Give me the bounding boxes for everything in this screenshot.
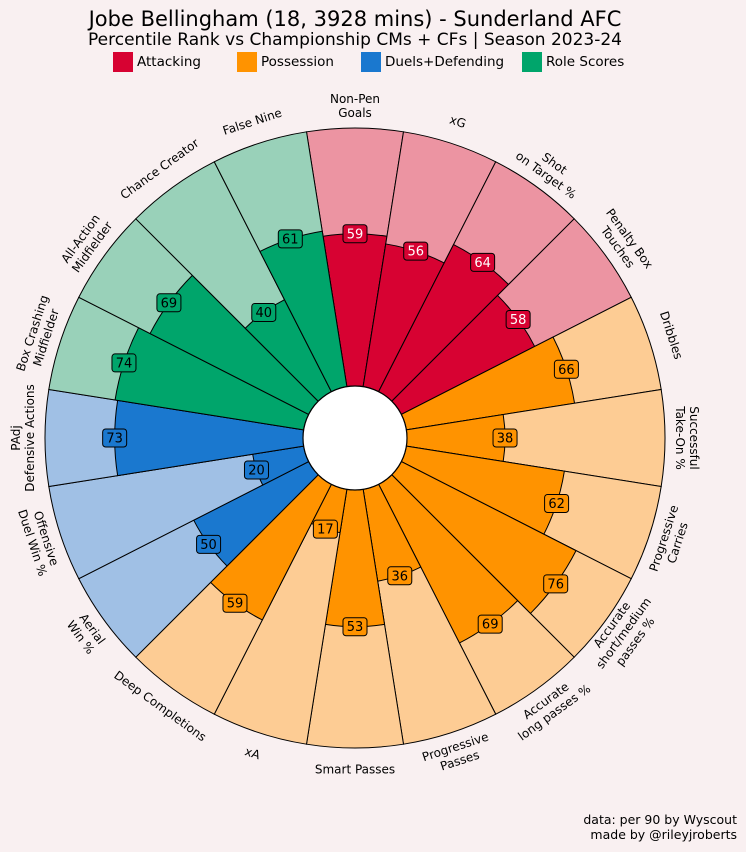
value-box: [342, 224, 368, 244]
value-box: [553, 359, 579, 379]
value-label: 73: [106, 432, 123, 447]
value-label: 40: [256, 306, 273, 321]
value-label: 59: [347, 227, 364, 242]
value-box: [403, 241, 429, 261]
chart-title: Jobe Bellingham (18, 3928 mins) - Sunder…: [87, 7, 622, 31]
value-box: [387, 566, 413, 586]
legend-swatch: [361, 52, 381, 72]
value-label: 56: [407, 245, 424, 260]
value-box: [470, 252, 496, 272]
legend-label: Role Scores: [546, 54, 624, 70]
value-box: [111, 353, 137, 373]
value-box: [312, 519, 338, 539]
value-label: 38: [497, 432, 514, 447]
value-box: [243, 460, 269, 480]
legend-swatch: [237, 52, 257, 72]
category-label: Non-Pen Goals: [330, 91, 380, 119]
value-label: 62: [548, 497, 565, 512]
legend-label: Possession: [261, 54, 334, 70]
value-label: 69: [482, 618, 499, 633]
value-label: 61: [282, 232, 299, 247]
value-box: [505, 309, 531, 329]
value-label: 36: [391, 569, 408, 584]
value-label: 76: [547, 577, 564, 592]
category-label: xG: [448, 113, 468, 131]
legend-label: Duels+Defending: [385, 54, 504, 70]
legend-swatch: [522, 52, 542, 72]
value-box: [102, 428, 128, 448]
value-label: 20: [248, 464, 265, 479]
value-box: [492, 428, 518, 448]
legend-swatch: [113, 52, 133, 72]
category-label: False Nine: [221, 106, 284, 138]
value-box: [196, 534, 222, 554]
category-label: SuccessfulTake-On %: [673, 405, 701, 470]
value-label: 74: [116, 356, 133, 371]
category-label: Smart Passes: [315, 763, 395, 777]
category-label: PAdjDefensive Actions: [8, 384, 36, 492]
value-label: 69: [161, 296, 178, 311]
value-box: [477, 614, 503, 634]
value-box: [543, 574, 569, 594]
value-label: 59: [227, 597, 244, 612]
value-label: 66: [558, 363, 575, 378]
category-label: xA: [243, 744, 263, 762]
center-hole: [302, 385, 408, 491]
value-label: 64: [474, 256, 491, 271]
value-box: [342, 617, 368, 637]
footer: data: per 90 by Wyscout made by @rileyjro…: [583, 812, 737, 842]
legend-label: Attacking: [137, 54, 201, 70]
value-box: [544, 493, 570, 513]
value-box: [277, 229, 303, 249]
value-label: 17: [317, 523, 334, 538]
value-box: [156, 293, 182, 313]
value-box: [251, 302, 277, 322]
category-label: Dribbles: [657, 309, 686, 361]
value-box: [222, 593, 248, 613]
chart-subtitle: Percentile Rank vs Championship CMs + CF…: [88, 30, 622, 50]
value-label: 58: [510, 313, 527, 328]
value-label: 50: [200, 538, 217, 553]
value-label: 53: [347, 620, 364, 635]
